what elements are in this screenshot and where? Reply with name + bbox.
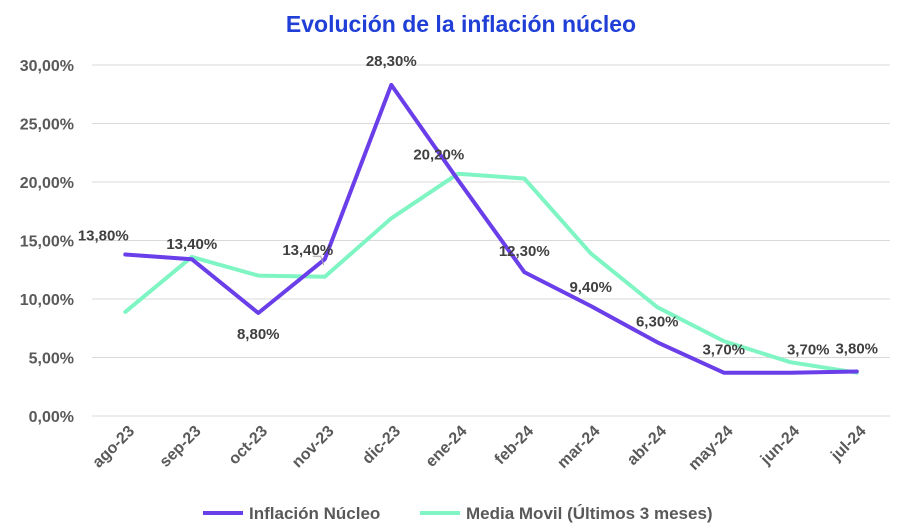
series-line-media-movil — [123, 171, 859, 375]
y-tick-label: 30,00% — [20, 58, 74, 75]
series-line-inflacion-nucleo — [123, 82, 859, 375]
y-tick-label: 15,00% — [20, 234, 74, 251]
gridlines — [92, 64, 890, 417]
x-tick-label: may-24 — [686, 423, 737, 474]
y-tick-label: 0,00% — [29, 409, 74, 426]
x-tick-label: sep-23 — [157, 423, 205, 471]
chart-title: Evolución de la inflación núcleo — [286, 11, 636, 37]
data-label: 13,80% — [78, 228, 129, 245]
leader-line — [312, 255, 325, 266]
data-label: 8,80% — [237, 326, 280, 343]
legend-label-media-movil: Media Movil (Últimos 3 meses) — [466, 504, 713, 523]
y-tick-label: 20,00% — [20, 175, 74, 192]
data-label: 3,80% — [835, 341, 878, 358]
x-tick-label: mar-24 — [554, 423, 603, 472]
series-lines — [123, 82, 859, 375]
data-label: 12,30% — [499, 243, 550, 260]
data-label: 6,30% — [636, 313, 679, 330]
x-tick-label: oct-23 — [226, 423, 271, 468]
x-tick-label: ago-23 — [90, 423, 139, 472]
x-tick-label: nov-23 — [289, 423, 338, 472]
y-tick-label: 25,00% — [20, 117, 74, 134]
y-axis: 0,00% 5,00% 10,00% 15,00% 20,00% 25,00% 30,00% — [20, 58, 74, 426]
x-tick-label: feb-24 — [492, 423, 537, 468]
data-label: 3,70% — [702, 342, 745, 359]
x-tick-label: abr-24 — [624, 423, 670, 469]
legend-label-inflacion-nucleo: Inflación Núcleo — [249, 504, 380, 523]
data-label: 28,30% — [366, 53, 417, 70]
data-label: 20,20% — [413, 147, 464, 164]
y-tick-label: 10,00% — [20, 292, 74, 309]
x-tick-label: ene-24 — [423, 423, 471, 471]
data-labels: 13,80% 13,40% 8,80% 13,40% 28,30% 20,20% 12,30… — [78, 53, 878, 359]
y-tick-label: 5,00% — [29, 351, 74, 368]
data-label: 3,70% — [787, 342, 830, 359]
x-axis: ago-23 sep-23 oct-23 nov-23 dic-23 ene-24 feb-… — [90, 423, 870, 474]
data-label: 13,40% — [166, 236, 217, 253]
x-tick-label: jun-24 — [757, 423, 803, 469]
data-label: 13,40% — [282, 242, 333, 259]
legend: Inflación Núcleo Media Movil (Últimos 3 m… — [203, 504, 713, 523]
data-label: 9,40% — [569, 279, 612, 296]
x-tick-label: dic-23 — [359, 423, 404, 468]
x-tick-label: jul-24 — [827, 423, 869, 465]
